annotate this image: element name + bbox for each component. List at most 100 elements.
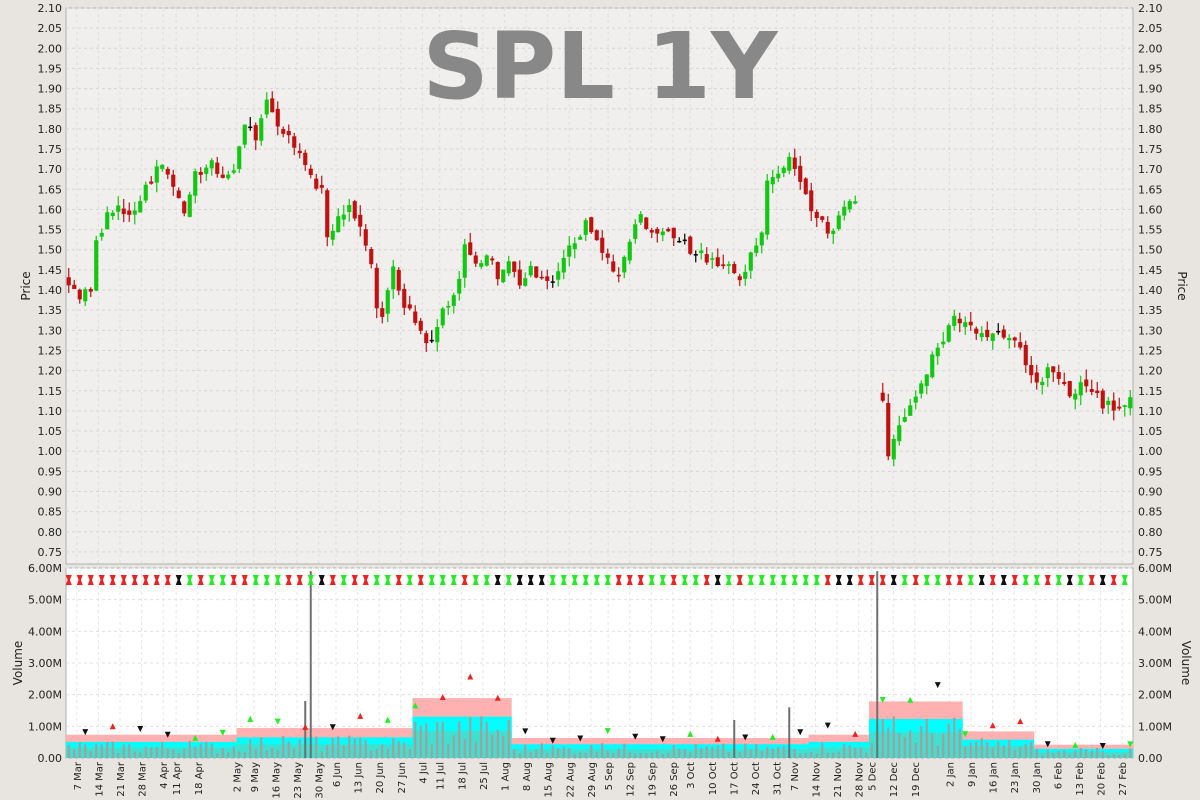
date-tick-label: 14 Nov bbox=[811, 762, 822, 798]
volume-bar bbox=[573, 753, 576, 758]
signal-down-arrow bbox=[978, 575, 985, 583]
candle-body bbox=[1095, 390, 1100, 394]
candle-body bbox=[176, 190, 181, 199]
volume-bar bbox=[744, 743, 747, 758]
signal-down-arrow bbox=[428, 575, 435, 583]
volume-bar bbox=[271, 748, 274, 758]
signal-down-arrow bbox=[560, 575, 567, 583]
date-tick-label: 5 Sep bbox=[604, 762, 615, 790]
candle-body bbox=[88, 288, 93, 292]
candle-body bbox=[1062, 381, 1067, 384]
candle-body bbox=[512, 261, 517, 272]
date-tick-label: 21 Mar bbox=[116, 761, 127, 797]
date-tick-label: 29 Aug bbox=[587, 762, 598, 797]
candle-body bbox=[138, 201, 143, 213]
volume-bar bbox=[474, 741, 477, 758]
candle-body bbox=[561, 257, 566, 273]
price-tick-label: 0.85 bbox=[1138, 506, 1163, 519]
volume-bar bbox=[359, 737, 362, 758]
signal-down-arrow bbox=[373, 575, 380, 583]
volume-bar bbox=[386, 748, 389, 758]
volume-bar bbox=[590, 745, 593, 758]
date-tick-label: 11 Jul bbox=[436, 762, 447, 790]
candle-body bbox=[484, 255, 489, 266]
candle-body bbox=[424, 333, 429, 344]
signal-down-arrow bbox=[1055, 575, 1062, 583]
candle-body bbox=[539, 276, 544, 279]
volume-up-marker bbox=[852, 730, 859, 737]
candle-body bbox=[341, 214, 346, 220]
volume-bar bbox=[1008, 740, 1011, 758]
volume-tick-label: 4.00M bbox=[28, 625, 62, 638]
candle-body bbox=[429, 339, 434, 342]
candle-body bbox=[402, 288, 407, 308]
volume-bar bbox=[1079, 748, 1082, 758]
candle-body bbox=[336, 216, 341, 233]
volume-bar bbox=[249, 739, 252, 758]
candle-body bbox=[495, 262, 500, 280]
volume-bar bbox=[1057, 751, 1060, 758]
volume-bar bbox=[1013, 749, 1016, 758]
candle-body bbox=[352, 201, 357, 219]
price-tick-label: 2.05 bbox=[1138, 22, 1163, 35]
signal-down-arrow bbox=[395, 575, 402, 583]
volume-bar bbox=[793, 748, 796, 758]
volume-bar bbox=[73, 749, 76, 758]
candle-body bbox=[110, 212, 115, 216]
volume-bar bbox=[1052, 753, 1055, 758]
candle-body bbox=[374, 267, 379, 309]
volume-bar bbox=[315, 736, 318, 758]
volume-bar bbox=[925, 718, 928, 758]
candle-body bbox=[501, 269, 506, 283]
signal-down-arrow bbox=[890, 575, 897, 583]
volume-bar bbox=[199, 743, 202, 758]
price-candles bbox=[66, 91, 1133, 467]
volume-band bbox=[803, 748, 809, 758]
volume-bar bbox=[568, 748, 571, 758]
candle-body bbox=[891, 438, 896, 460]
date-tick-label: 27 Feb bbox=[1118, 762, 1129, 796]
volume-bar bbox=[843, 744, 846, 758]
candle-body bbox=[638, 214, 643, 223]
candle-body bbox=[314, 178, 319, 189]
volume-bar bbox=[914, 742, 917, 758]
signal-down-arrow bbox=[879, 575, 886, 583]
candle-body bbox=[710, 258, 715, 260]
candle-body bbox=[671, 227, 676, 239]
volume-bar bbox=[469, 717, 472, 758]
volume-bar bbox=[408, 749, 411, 758]
price-tick-label: 1.30 bbox=[1138, 324, 1163, 337]
candle-body bbox=[204, 167, 209, 174]
volume-bar bbox=[1129, 748, 1132, 758]
candle-body bbox=[589, 217, 594, 233]
signal-down-arrow bbox=[593, 575, 600, 583]
volume-bar bbox=[227, 752, 230, 758]
volume-bar bbox=[920, 725, 923, 758]
volume-bar bbox=[337, 736, 340, 758]
candle-body bbox=[660, 231, 665, 236]
candle-body bbox=[418, 320, 423, 331]
signal-down-arrow bbox=[956, 575, 963, 583]
volume-bar bbox=[1096, 747, 1099, 758]
volume-band bbox=[242, 744, 248, 758]
volume-bar bbox=[931, 733, 934, 758]
volume-down-marker bbox=[659, 736, 666, 743]
date-tick-label: 18 Apr bbox=[194, 761, 205, 795]
signal-down-arrow bbox=[219, 575, 226, 583]
volume-bar bbox=[507, 719, 510, 758]
date-tick-label: 11 Apr bbox=[172, 761, 183, 795]
signal-down-arrow bbox=[516, 575, 523, 583]
price-tick-label: 0.90 bbox=[1138, 485, 1163, 498]
candle-body bbox=[902, 417, 907, 422]
candle-body bbox=[281, 129, 286, 134]
date-tick-label: 30 Jan bbox=[1032, 762, 1043, 793]
volume-down-marker bbox=[329, 724, 336, 731]
candle-body bbox=[523, 278, 528, 286]
candle-body bbox=[226, 174, 231, 179]
volume-bar bbox=[991, 747, 994, 758]
candle-body bbox=[748, 252, 753, 271]
signal-down-arrow bbox=[505, 575, 512, 583]
volume-bar bbox=[320, 751, 323, 758]
candle-body bbox=[627, 241, 632, 261]
left-volume-axis-label: Volume bbox=[11, 641, 25, 686]
